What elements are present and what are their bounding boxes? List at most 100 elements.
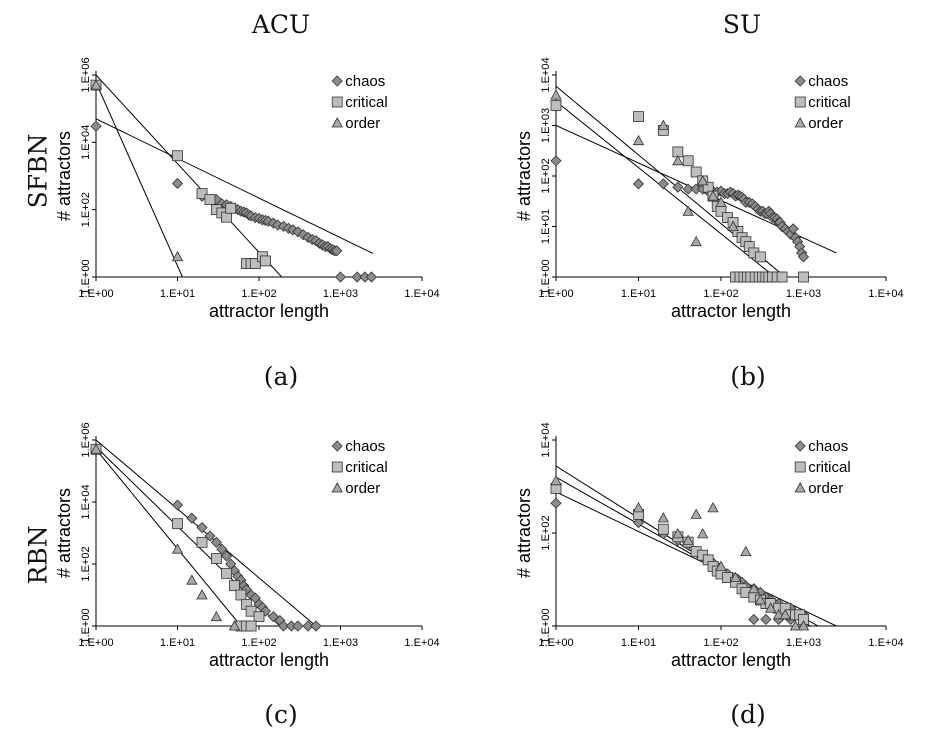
panel-caption-c: (c) — [264, 700, 298, 729]
legend-label-critical: critical — [345, 94, 388, 111]
chaos-point — [171, 177, 184, 190]
series-order — [90, 443, 241, 631]
critical-point — [682, 155, 694, 167]
column-header-acu: ACU — [251, 10, 311, 39]
y-tick-label: 1.E+03 — [540, 108, 552, 143]
y-tick-label: 1.E+00 — [540, 259, 552, 294]
legend-label-order: order — [808, 115, 843, 132]
legend-label-chaos: chaos — [345, 438, 385, 455]
critical-point — [196, 188, 208, 200]
critical-point — [245, 605, 257, 617]
order-point — [196, 589, 208, 600]
series-critical — [550, 482, 809, 625]
legend-label-chaos: chaos — [808, 438, 848, 455]
x-tick-label: 1.E+02 — [241, 288, 276, 300]
critical-point — [690, 166, 702, 178]
fit-line-chaos — [96, 118, 374, 254]
legend-marker-order — [331, 117, 343, 128]
x-tick-label: 1.E+02 — [703, 637, 738, 649]
order-point — [90, 443, 102, 454]
critical-point — [776, 271, 788, 283]
order-point — [672, 154, 684, 166]
legend-label-critical: critical — [808, 459, 851, 476]
order-point — [186, 574, 198, 585]
legend-marker-critical — [794, 96, 806, 108]
chaos-point — [365, 271, 378, 283]
critical-point — [550, 100, 562, 111]
x-tick-label: 1.E+01 — [160, 637, 195, 649]
series-order — [550, 89, 739, 247]
fit-line-order — [96, 82, 183, 277]
critical-point — [210, 553, 222, 564]
critical-point — [633, 111, 644, 123]
chaos-point — [186, 512, 198, 524]
fit-line-critical — [96, 74, 283, 277]
legend-marker-critical — [331, 96, 343, 108]
chart-panel-c: 1.E+00 1.E+01 1.E+02 1.E+03 1.E+04 1.E+00 1.E+… — [54, 422, 440, 670]
order-point — [690, 508, 702, 519]
series-critical — [90, 79, 271, 270]
x-tick-label: 1.E+00 — [538, 288, 573, 300]
order-point — [754, 594, 767, 605]
order-point — [779, 608, 791, 620]
order-point — [727, 220, 739, 231]
y-tick-label: 1.E+02 — [540, 515, 552, 550]
x-tick-label: 1.E+04 — [868, 288, 903, 300]
x-axis-title: attractor length — [671, 301, 791, 321]
row-header-sfbn: SFBN — [23, 133, 53, 209]
legend-marker-chaos — [794, 75, 806, 87]
chaos-point — [292, 620, 304, 632]
x-tick-label: 1.E+00 — [78, 288, 113, 300]
x-tick-label: 1.E+02 — [703, 288, 738, 300]
order-point — [697, 528, 709, 539]
chaos-point — [787, 223, 799, 235]
legend-marker-order — [331, 482, 343, 493]
legend-marker-chaos — [331, 75, 343, 87]
chaos-point — [748, 613, 760, 626]
x-tick-label: 1.E+03 — [323, 637, 358, 649]
order-point — [682, 205, 694, 216]
fit-line-order — [556, 101, 776, 277]
order-point — [748, 582, 760, 594]
order-point — [210, 610, 223, 622]
order-point — [715, 560, 727, 571]
y-tick-label: 1.E+04 — [80, 484, 92, 519]
order-point — [672, 528, 684, 539]
legend-label-order: order — [808, 480, 843, 497]
y-tick-label: 1.E+02 — [80, 192, 92, 227]
series-critical — [550, 100, 809, 283]
y-tick-label: 1.E+01 — [540, 209, 552, 244]
order-point — [657, 512, 670, 523]
column-header-su: SU — [722, 10, 762, 39]
panel-caption-b: (b) — [730, 362, 766, 391]
order-point — [690, 235, 702, 247]
panel-caption-d: (d) — [730, 700, 766, 729]
order-point — [228, 620, 241, 631]
chaos-point — [797, 251, 810, 263]
x-tick-label: 1.E+01 — [160, 288, 195, 300]
series-critical — [90, 443, 265, 632]
y-tick-label: 1.E+02 — [540, 158, 552, 193]
chart-panel-d: 1.E+00 1.E+01 1.E+02 1.E+03 1.E+04 1.E+00 1.E+… — [514, 422, 904, 670]
order-point — [682, 534, 694, 545]
critical-point — [204, 194, 216, 205]
legend-label-order: order — [345, 115, 380, 132]
y-tick-label: 1.E+04 — [540, 57, 552, 92]
critical-point — [221, 567, 232, 579]
series-chaos — [550, 155, 810, 263]
order-point — [797, 620, 810, 631]
chaos-point — [216, 543, 228, 555]
order-point — [715, 196, 727, 207]
order-point — [171, 543, 184, 554]
critical-point — [172, 518, 183, 530]
chaos-point — [90, 120, 102, 132]
series-chaos — [90, 120, 378, 283]
chaos-point — [351, 271, 363, 283]
legend-marker-order — [794, 117, 806, 128]
legend-label-critical: critical — [808, 94, 851, 111]
chaos-point — [550, 155, 562, 167]
chaos-point — [334, 271, 347, 283]
chaos-point — [310, 620, 322, 632]
critical-point — [260, 255, 271, 267]
y-axis-title: # attractors — [514, 131, 534, 221]
